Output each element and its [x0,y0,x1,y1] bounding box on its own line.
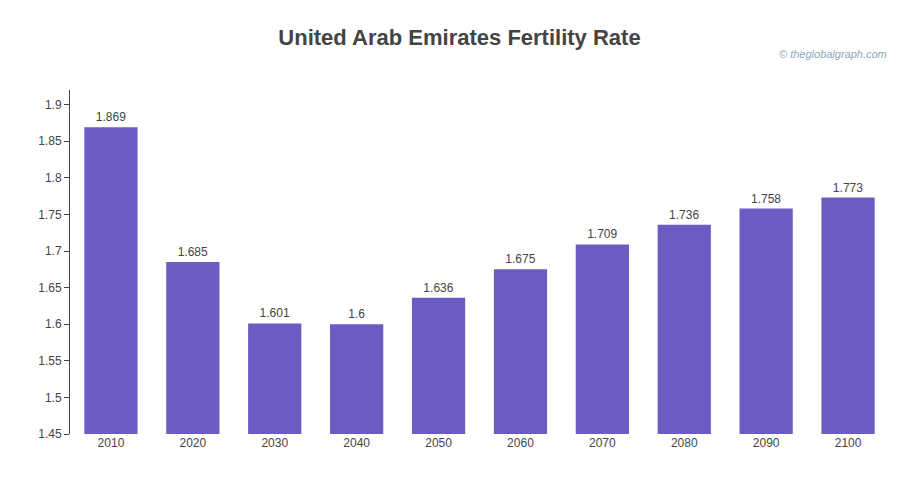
svg-text:© theglobalgraph.com: © theglobalgraph.com [779,48,887,60]
svg-text:1.5: 1.5 [45,391,62,405]
svg-text:United Arab Emirates Fertility: United Arab Emirates Fertility Rate [278,25,640,50]
svg-text:1.85: 1.85 [38,134,62,148]
svg-text:1.55: 1.55 [38,354,62,368]
svg-text:1.65: 1.65 [38,281,62,295]
svg-text:1.9: 1.9 [45,98,62,112]
svg-text:2060: 2060 [507,436,534,450]
svg-text:1.8: 1.8 [45,171,62,185]
svg-text:2040: 2040 [343,436,370,450]
svg-text:2080: 2080 [671,436,698,450]
svg-text:2070: 2070 [589,436,616,450]
svg-text:1.869: 1.869 [96,110,126,124]
svg-text:1.45: 1.45 [38,427,62,441]
svg-text:1.709: 1.709 [587,227,617,241]
svg-text:2030: 2030 [261,436,288,450]
svg-text:2050: 2050 [425,436,452,450]
svg-text:1.675: 1.675 [505,252,535,266]
svg-text:1.758: 1.758 [751,192,781,206]
svg-text:1.6: 1.6 [348,307,365,321]
svg-text:1.736: 1.736 [669,208,699,222]
svg-text:2100: 2100 [835,436,862,450]
svg-text:1.601: 1.601 [260,306,290,320]
svg-text:2020: 2020 [179,436,206,450]
svg-text:2090: 2090 [753,436,780,450]
svg-text:2010: 2010 [98,436,125,450]
svg-text:1.75: 1.75 [38,208,62,222]
svg-text:1.7: 1.7 [45,244,62,258]
svg-text:1.685: 1.685 [178,245,208,259]
svg-text:1.773: 1.773 [833,181,863,195]
svg-text:1.6: 1.6 [45,317,62,331]
svg-text:1.636: 1.636 [423,281,453,295]
